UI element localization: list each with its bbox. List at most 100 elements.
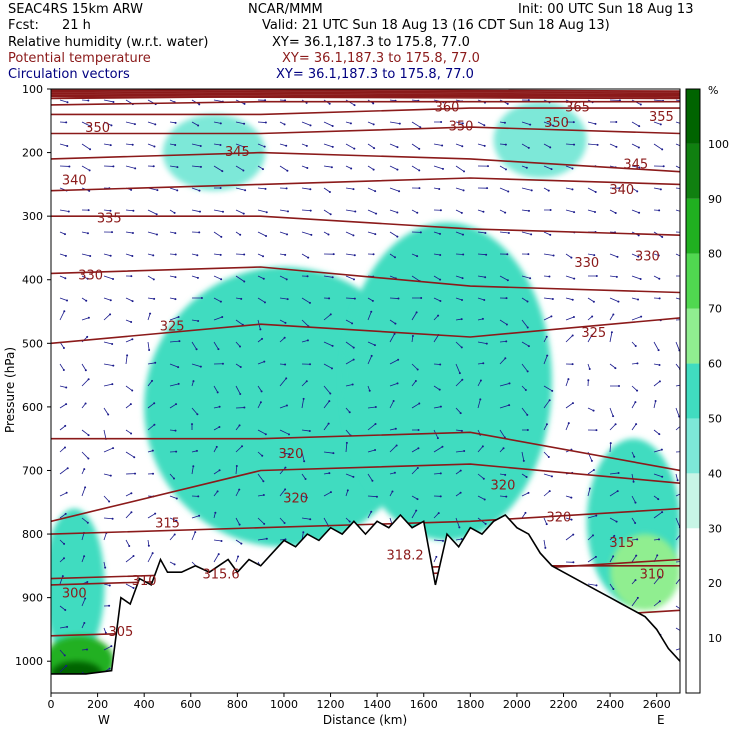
wind-vector-head <box>283 123 286 126</box>
wind-vector <box>345 297 355 299</box>
wind-vector <box>147 313 151 321</box>
wind-vector <box>257 187 266 190</box>
wind-vector <box>125 231 133 234</box>
wind-vector <box>191 209 201 213</box>
wind-vector <box>59 575 64 585</box>
wind-vector <box>411 335 414 343</box>
wind-vector <box>411 447 419 453</box>
wind-vector <box>345 143 355 150</box>
wind-vector-head <box>618 187 621 190</box>
wind-vector <box>653 381 661 387</box>
wind-vector <box>587 556 597 563</box>
wind-vector-head <box>302 531 305 534</box>
wind-vector-head <box>545 523 548 526</box>
wind-vector-head <box>507 231 510 234</box>
wind-vector-head <box>195 449 198 452</box>
wind-vector-head <box>63 542 66 545</box>
wind-vector-head <box>128 544 131 547</box>
wind-vector-head <box>327 233 330 236</box>
wind-vector-head <box>573 143 576 146</box>
wind-vector-head <box>63 654 66 657</box>
wind-vector-head <box>174 232 177 235</box>
wind-vector-head <box>616 255 619 258</box>
wind-vector-head <box>112 278 115 281</box>
wind-vector-head <box>284 321 287 324</box>
wind-vector-head <box>573 211 576 214</box>
wind-vector-head <box>151 449 154 452</box>
wind-vector <box>147 362 156 365</box>
wind-vector <box>345 442 348 453</box>
wind-vector <box>455 341 463 348</box>
wind-vector <box>81 517 89 524</box>
wind-vector-head <box>505 495 508 498</box>
wind-vector <box>103 314 111 321</box>
wind-vector <box>147 513 156 519</box>
wind-vector-head <box>66 144 69 147</box>
wind-vector <box>59 492 67 497</box>
wind-vector-head <box>196 413 199 416</box>
wind-vector-head <box>656 554 659 557</box>
wind-vector <box>389 231 398 237</box>
wind-vector-head <box>284 488 287 491</box>
wind-vector <box>433 539 444 542</box>
wind-vector-head <box>415 509 418 512</box>
wind-vector <box>103 297 111 301</box>
wind-vector-head <box>441 144 444 147</box>
wind-vector <box>499 275 509 281</box>
wind-vector <box>81 165 90 171</box>
wind-vector <box>191 407 198 415</box>
wind-vector-head <box>285 278 288 281</box>
wind-vector <box>147 402 155 409</box>
wind-vector <box>609 517 617 522</box>
wind-vector <box>323 143 333 148</box>
wind-vector-head <box>507 190 510 193</box>
wind-vector <box>191 121 199 126</box>
wind-vector-head <box>244 189 247 192</box>
wind-vector-head <box>571 402 574 405</box>
wind-vector-head <box>309 363 312 366</box>
wind-vector-head <box>305 144 308 147</box>
wind-vector-head <box>640 315 643 318</box>
wind-vector-head <box>147 544 150 547</box>
wind-vector-head <box>174 121 177 124</box>
wind-vector <box>301 380 308 387</box>
wind-vector-head <box>112 165 115 168</box>
wind-vector-head <box>682 631 684 633</box>
x-tick-label: 400 <box>134 698 155 711</box>
theta-contour-label: 365 <box>565 100 590 115</box>
wind-vector <box>125 385 133 391</box>
x-tick-label: 1800 <box>456 698 484 711</box>
wind-vector <box>191 275 199 279</box>
wind-vector-head <box>661 236 664 239</box>
wind-vector-head <box>373 147 376 150</box>
wind-vector <box>675 297 680 300</box>
wind-vector-head <box>661 148 664 151</box>
wind-vector-head <box>243 280 246 283</box>
wind-vector-head <box>259 328 262 331</box>
wind-vector-head <box>394 322 397 325</box>
wind-vector-head <box>463 450 466 453</box>
colorbar-swatch <box>686 89 700 144</box>
wind-vector-head <box>545 335 548 338</box>
wind-vector-head <box>637 298 640 301</box>
wind-vector-head <box>111 343 114 346</box>
wind-vector-head <box>374 448 377 451</box>
wind-vector <box>301 319 309 327</box>
wind-vector-head <box>439 495 442 498</box>
wind-vector <box>147 121 156 125</box>
wind-vector <box>279 297 288 300</box>
wind-vector <box>301 398 305 409</box>
wind-vector-head <box>572 315 575 318</box>
wind-vector-head <box>481 445 484 448</box>
wind-vector <box>499 165 507 170</box>
wind-vector-head <box>617 300 620 303</box>
theta-contour-label: 320 <box>283 491 308 506</box>
wind-vector <box>323 165 332 168</box>
wind-vector-head <box>588 487 591 490</box>
wind-vector <box>367 406 376 409</box>
wind-vector-head <box>530 233 533 236</box>
wind-vector-head <box>612 555 615 558</box>
theta-contour-label: 360 <box>435 100 460 115</box>
wind-vector-head <box>634 401 637 404</box>
wind-vector <box>279 143 287 147</box>
